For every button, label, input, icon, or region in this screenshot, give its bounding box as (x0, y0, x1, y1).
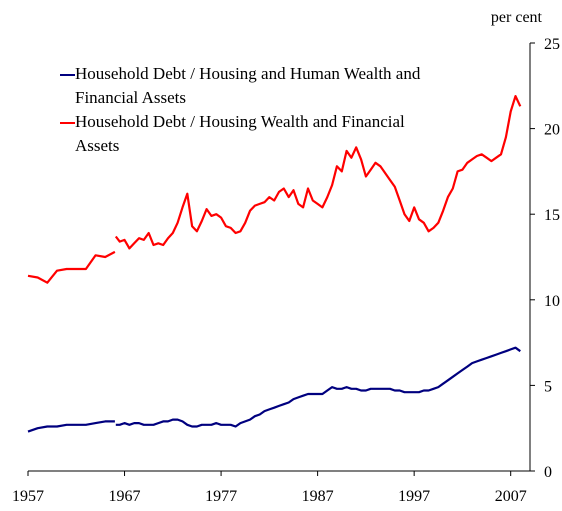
y-tick-label: 20 (544, 122, 560, 139)
legend-label: Household Debt / Housing Wealth and Fina… (75, 112, 405, 155)
x-tick-label: 1987 (302, 488, 334, 505)
legend-item: Household Debt / Housing and Human Wealt… (20, 62, 450, 110)
x-tick-label: 1967 (109, 488, 141, 505)
x-tick-label: 1977 (205, 488, 237, 505)
legend-swatch (60, 122, 75, 124)
y-tick-label: 25 (544, 36, 560, 53)
series-line (27, 346, 521, 433)
y-tick-label: 10 (544, 293, 560, 310)
legend-item: Household Debt / Housing Wealth and Fina… (20, 110, 450, 158)
legend: Household Debt / Housing and Human Wealt… (20, 62, 450, 158)
y-tick-label: 0 (544, 464, 552, 481)
legend-label: Household Debt / Housing and Human Wealt… (75, 64, 421, 107)
y-tick-label: 15 (544, 207, 560, 224)
y-tick-label: 5 (544, 378, 552, 395)
x-tick-label: 1957 (12, 488, 44, 505)
x-tick-label: 1997 (398, 488, 430, 505)
x-tick-label: 2007 (495, 488, 527, 505)
legend-swatch (60, 74, 75, 76)
y-axis-label: per cent (491, 9, 543, 26)
series-line (27, 95, 522, 284)
